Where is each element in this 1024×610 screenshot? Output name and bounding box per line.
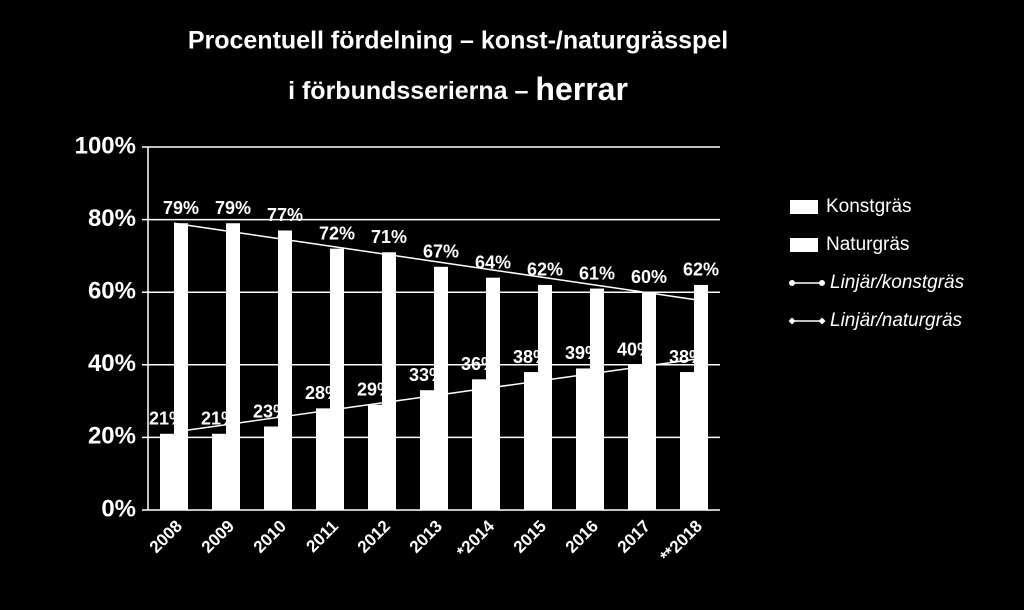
x-tick-label: 2008 <box>146 517 186 557</box>
bar <box>212 433 226 510</box>
value-label: 61% <box>579 263 615 283</box>
chart-title: Procentuell fördelning – konst-/naturgrä… <box>188 27 728 55</box>
subtitle-part: i förbundsserierna – <box>288 77 528 105</box>
value-label: 39% <box>565 343 601 363</box>
y-tick-label: 80% <box>88 205 136 232</box>
value-label: 36% <box>461 354 497 374</box>
value-label: 29% <box>357 379 393 399</box>
bar <box>590 288 604 510</box>
bar <box>330 248 344 510</box>
bar <box>226 223 240 511</box>
x-tick-label: 2017 <box>614 517 654 557</box>
value-label: 38% <box>669 347 705 367</box>
legend-marker <box>789 280 795 286</box>
x-tick-label: 2011 <box>302 517 342 557</box>
x-tick-label: 2013 <box>406 517 446 557</box>
legend-marker <box>818 317 826 325</box>
y-tick-label: 40% <box>88 350 136 377</box>
value-label: 40% <box>617 340 653 360</box>
value-label: 67% <box>423 242 459 262</box>
bar <box>160 433 174 510</box>
bar <box>576 368 590 510</box>
y-tick-label: 60% <box>88 278 136 305</box>
value-label: 28% <box>305 383 341 403</box>
y-tick-label: 100% <box>75 132 136 159</box>
bar <box>680 372 694 510</box>
bar <box>628 364 642 510</box>
trend-line <box>173 222 695 301</box>
bar <box>538 284 552 510</box>
bar <box>642 292 656 510</box>
x-tick-label: 2016 <box>562 517 602 557</box>
bar <box>524 372 538 510</box>
bar <box>382 252 396 510</box>
legend-swatch <box>790 200 818 214</box>
value-label: 23% <box>253 401 289 421</box>
value-label: 77% <box>267 205 303 225</box>
subtitle-emph: herrar <box>535 71 628 107</box>
chart-subtitle: i förbundsserierna – herrar <box>288 71 628 107</box>
y-tick-label: 0% <box>101 495 136 522</box>
bar <box>264 426 278 510</box>
bar <box>316 408 330 510</box>
value-label: 79% <box>163 198 199 218</box>
bar <box>694 284 708 510</box>
bar <box>486 277 500 510</box>
value-label: 62% <box>527 260 563 280</box>
legend-label: Konstgräs <box>826 196 912 217</box>
bar <box>434 266 448 510</box>
legend-marker <box>788 317 796 325</box>
x-tick-label: *2014 <box>453 516 498 561</box>
x-tick-label: **2018 <box>656 517 706 567</box>
value-label: 64% <box>475 252 511 272</box>
legend-swatch <box>790 238 818 252</box>
x-tick-label: 2012 <box>354 517 394 557</box>
legend-marker <box>819 280 825 286</box>
y-tick-label: 20% <box>88 423 136 450</box>
bar <box>472 379 486 510</box>
value-label: 71% <box>371 227 407 247</box>
bar <box>278 230 292 511</box>
value-label: 79% <box>215 198 251 218</box>
trend-line <box>173 358 695 433</box>
bar <box>420 390 434 510</box>
bar <box>368 404 382 510</box>
value-label: 62% <box>683 260 719 280</box>
value-label: 21% <box>201 409 237 429</box>
value-label: 72% <box>319 223 355 243</box>
value-label: 38% <box>513 347 549 367</box>
value-label: 60% <box>631 267 667 287</box>
legend-label: Naturgräs <box>826 234 909 255</box>
bar <box>174 223 188 511</box>
x-tick-label: 2015 <box>510 517 550 557</box>
value-label: 21% <box>149 409 185 429</box>
x-tick-label: 2010 <box>250 517 290 557</box>
value-label: 33% <box>409 365 445 385</box>
legend-label: Linjär/konstgräs <box>830 272 965 293</box>
legend-label: Linjär/naturgräs <box>830 310 963 331</box>
x-tick-label: 2009 <box>198 517 238 557</box>
